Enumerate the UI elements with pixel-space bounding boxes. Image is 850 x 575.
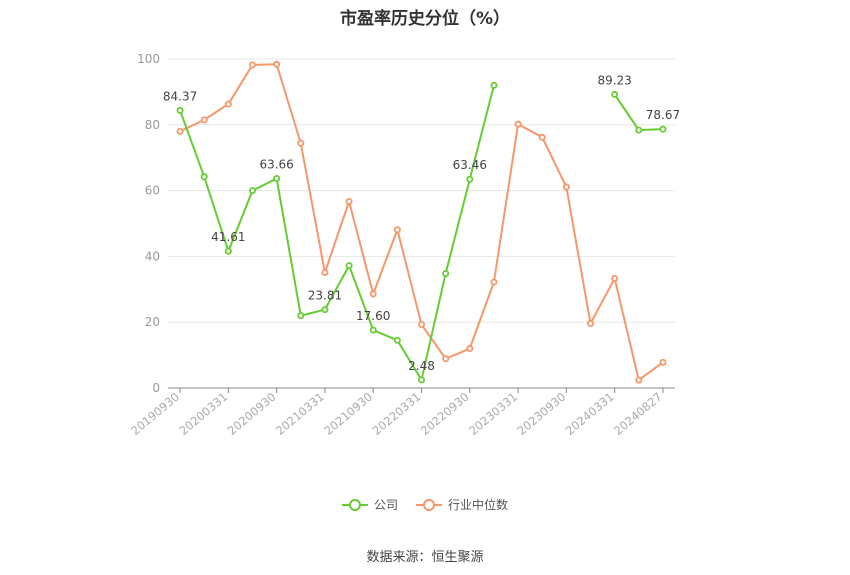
source-note: 数据来源：恒生聚源 [366,550,484,565]
y-tick-label: 80 [145,118,160,132]
data-point-company [442,270,450,278]
data-point-industry-median [587,320,595,328]
data-point-company [200,173,208,181]
x-tick-label: 20200930 [225,390,279,438]
x-tick-label: 20220331 [370,390,424,438]
data-label-company: 63.66 [259,158,293,172]
data-point-industry-median [466,345,474,353]
legend-item-company[interactable]: 公司 [341,496,398,513]
y-tick-label: 0 [152,381,160,395]
data-point-company [635,126,643,134]
data-label-company: 2.48 [408,359,435,373]
data-point-company [345,262,353,270]
data-point-industry-median [200,116,208,124]
data-label-company: 84.37 [163,89,197,103]
data-label-company: 17.60 [356,309,390,323]
data-point-company [273,175,281,183]
legend-swatch-industry-median [416,498,442,511]
data-point-company [611,90,619,98]
data-point-company [369,326,377,334]
data-point-industry-median [297,139,305,147]
data-point-company [466,175,474,183]
data-point-industry-median [659,358,667,366]
y-tick-label: 100 [137,52,160,66]
data-point-company [321,306,329,314]
data-point-company [224,247,232,255]
series-line-company [179,85,495,381]
x-tick-label: 20210930 [321,390,375,438]
data-point-industry-median [369,290,377,298]
x-tick-label: 20220930 [418,390,472,438]
x-tick-label: 20230930 [514,390,568,438]
data-point-industry-median [514,120,522,128]
data-point-industry-median [393,226,401,234]
data-label-company: 63.46 [453,158,487,172]
legend-label-industry-median: 行业中位数 [448,498,509,512]
data-label-company: 41.61 [211,230,245,244]
legend-label-company: 公司 [373,498,398,512]
data-point-company [659,125,667,133]
x-tick-label: 20200331 [176,390,230,438]
data-point-company [490,81,498,89]
series-line-industry-median [179,63,664,382]
data-point-industry-median [417,321,425,329]
data-point-industry-median [635,376,643,384]
data-point-industry-median [273,60,281,68]
x-tick-label: 20240331 [563,390,617,438]
chart-title: 市盈率历史分位（%） [339,9,511,29]
data-point-industry-median [345,197,353,205]
y-tick-label: 20 [145,315,160,329]
data-point-industry-median [321,269,329,277]
data-point-industry-median [248,61,256,69]
x-tick-label: 20190930 [128,390,182,438]
x-tick-label: 20240827 [611,390,665,438]
data-point-industry-median [611,274,619,282]
data-point-industry-median [538,133,546,141]
y-tick-label: 40 [145,249,160,263]
data-point-company [393,336,401,344]
data-point-industry-median [490,278,498,286]
x-tick-label: 20230331 [466,390,520,438]
data-label-company: 23.81 [308,289,342,303]
data-label-company: 89.23 [597,73,631,87]
data-point-company [248,187,256,195]
data-point-company [176,106,184,114]
data-point-industry-median [224,100,232,108]
data-point-industry-median [562,183,570,191]
data-point-industry-median [442,355,450,363]
data-point-company [297,312,305,320]
legend-item-industry-median[interactable]: 行业中位数 [416,496,508,513]
legend: 公司 行业中位数 [0,496,850,513]
x-tick-label: 20210331 [273,390,327,438]
data-point-industry-median [176,127,184,135]
y-tick-label: 60 [145,184,160,198]
data-label-company: 78.67 [646,108,680,122]
legend-swatch-company [341,498,368,511]
data-point-company [417,376,425,384]
